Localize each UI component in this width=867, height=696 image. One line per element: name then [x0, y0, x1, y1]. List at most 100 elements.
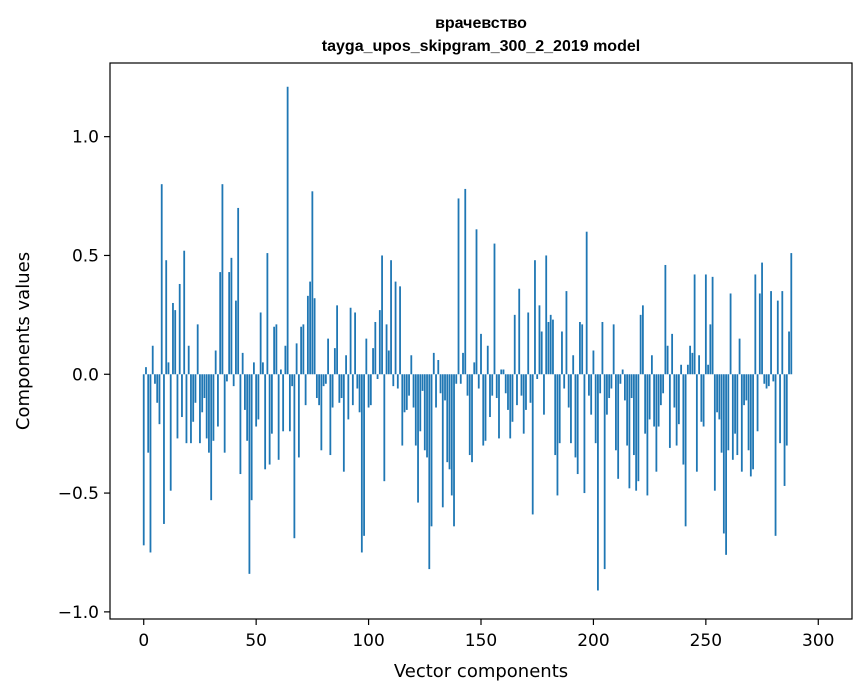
bar-124	[421, 374, 424, 391]
bar-158	[498, 374, 500, 439]
bar-223	[644, 374, 647, 434]
bar-159	[500, 369, 503, 375]
bar-226	[650, 355, 653, 375]
bar-102	[372, 348, 374, 375]
bar-67	[293, 374, 296, 539]
bar-156	[493, 243, 496, 375]
bar-144	[466, 374, 469, 396]
bar-39	[230, 257, 233, 375]
y-tick-label: −1.0	[58, 603, 99, 623]
bar-16	[178, 283, 181, 375]
bar-190	[570, 374, 572, 444]
bar-72	[304, 374, 307, 406]
bar-208	[610, 374, 613, 389]
bar-256	[718, 374, 721, 420]
bar-56	[268, 374, 271, 465]
bar-37	[226, 374, 228, 382]
bar-219	[635, 374, 638, 491]
bar-19	[185, 374, 188, 444]
bar-66	[291, 374, 294, 387]
bar-228	[655, 374, 658, 472]
bar-157	[495, 374, 498, 399]
bar-110	[390, 260, 392, 375]
bar-225	[648, 374, 651, 420]
bar-97	[360, 374, 363, 553]
bar-166	[516, 374, 518, 406]
bar-220	[637, 374, 640, 482]
bar-142	[462, 352, 464, 375]
bar-105	[378, 310, 381, 375]
bar-75	[311, 191, 314, 375]
bar-202	[597, 374, 599, 591]
bar-147	[473, 362, 476, 375]
bar-71	[302, 324, 305, 375]
bar-58	[273, 326, 276, 375]
bar-170	[525, 374, 527, 410]
bar-249	[702, 374, 705, 427]
bar-12	[169, 374, 172, 491]
bar-48	[250, 374, 253, 501]
bar-287	[788, 331, 790, 375]
y-axis-ticks: −1.0 −0.5 0.0 0.5 1.0	[58, 128, 110, 623]
bar-185	[558, 374, 561, 444]
bar-274	[758, 293, 761, 375]
bar-238	[677, 374, 680, 425]
bar-247	[698, 355, 700, 375]
bar-8	[160, 184, 163, 375]
bar-212	[619, 374, 622, 384]
bar-234	[668, 374, 671, 448]
y-tick-label: 1.0	[72, 128, 99, 148]
bar-130	[435, 374, 437, 408]
bar-129	[432, 352, 435, 375]
bar-14	[174, 310, 177, 375]
bar-217	[630, 374, 633, 399]
bar-261	[729, 293, 732, 375]
bar-288	[790, 253, 793, 375]
bar-29	[208, 374, 210, 453]
bar-252	[709, 324, 712, 375]
bar-241	[684, 374, 687, 527]
bar-205	[603, 374, 606, 570]
bar-11	[167, 362, 170, 375]
bar-155	[491, 374, 494, 396]
bar-106	[381, 255, 383, 375]
bar-138	[453, 374, 455, 527]
bar-119	[410, 355, 413, 375]
bar-112	[394, 281, 397, 375]
bar-264	[736, 374, 739, 456]
bar-275	[761, 262, 763, 375]
bar-178	[543, 374, 545, 415]
bar-34	[219, 272, 222, 375]
bar-42	[237, 207, 240, 375]
x-tick-label: 150	[465, 631, 497, 651]
bar-43	[239, 374, 242, 475]
bar-198	[588, 374, 590, 396]
bar-80	[322, 374, 325, 387]
bar-126	[426, 374, 428, 458]
bar-245	[693, 274, 696, 375]
bar-232	[664, 264, 667, 375]
bar-257	[720, 374, 723, 453]
bar-176	[538, 305, 541, 375]
bar-94	[354, 312, 356, 375]
bar-236	[673, 374, 676, 408]
bar-82	[327, 338, 329, 375]
bar-86	[336, 305, 338, 375]
bar-248	[700, 374, 703, 422]
bar-26	[201, 374, 204, 413]
bar-84	[331, 374, 334, 408]
bar-141	[459, 374, 462, 384]
bar-186	[561, 331, 563, 375]
bar-1	[145, 367, 147, 375]
bar-164	[511, 374, 514, 422]
bar-267	[743, 374, 745, 406]
bar-131	[437, 360, 440, 375]
bar-278	[767, 374, 770, 387]
bar-161	[504, 374, 507, 394]
bar-276	[763, 374, 766, 384]
bar-163	[509, 374, 512, 439]
bar-200	[592, 350, 595, 375]
bar-229	[657, 374, 660, 427]
x-tick-label: 50	[245, 631, 267, 651]
